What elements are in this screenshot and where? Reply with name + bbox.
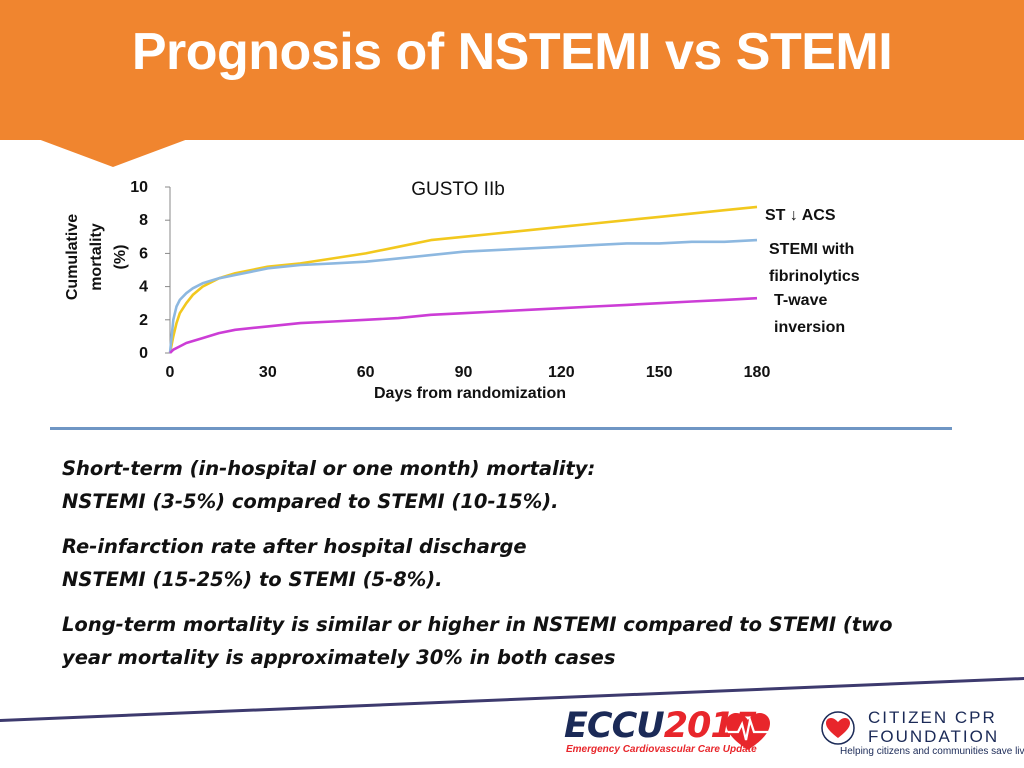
bullet-item: Re-infarction rate after hospital discha… (62, 530, 992, 596)
eccu-logo-main: ECCU (564, 706, 665, 746)
y-tick-label: 0 (139, 345, 148, 362)
x-tick-label: 30 (259, 364, 277, 381)
ccpr-logo-line1: CITIZEN CPR (868, 708, 997, 727)
mortality-chart: 0 2 4 6 8 10 0 30 60 90 120 150 180 GUSTO IIb Days fro… (64, 179, 860, 402)
bullet-line: NSTEMI (15-25%) to STEMI (5-8%). (62, 568, 443, 591)
y-tick-label: 8 (139, 212, 148, 229)
bullet-item: Short-term (in-hospital or one month) mo… (62, 452, 992, 518)
ccpr-logo-line2: FOUNDATION (868, 727, 1000, 746)
bullet-line: NSTEMI (3-5%) compared to STEMI (10-15%)… (62, 490, 559, 513)
y-tick-label: 10 (130, 179, 148, 196)
y-axis-label: (%) (112, 245, 129, 270)
bullet-line: year mortality is approximately 30% in b… (62, 646, 616, 669)
series-label: ST ↓ ACS (765, 207, 836, 224)
x-tick-label: 0 (166, 364, 175, 381)
series-label: STEMI with (769, 241, 854, 258)
x-tick-label: 120 (548, 364, 575, 381)
series-label: T-wave (774, 292, 827, 309)
slide-header: Prognosis of NSTEMI vs STEMI (0, 0, 1024, 140)
x-tick-label: 90 (455, 364, 473, 381)
chart-title: GUSTO IIb (411, 179, 505, 200)
bullet-line: Re-infarction rate after hospital discha… (62, 535, 527, 558)
eccu-logo: ECCU2015 Emergency Cardiovascular Care U… (560, 706, 775, 758)
heart-ecg-icon (726, 713, 770, 750)
header-notch (38, 139, 188, 167)
slide-title: Prognosis of NSTEMI vs STEMI (131, 23, 893, 81)
bullet-line: Long-term mortality is similar or higher… (62, 613, 893, 636)
x-tick-label: 60 (357, 364, 375, 381)
y-tick-label: 4 (139, 279, 148, 296)
series-label: fibrinolytics (769, 268, 860, 285)
y-tick-label: 2 (139, 312, 148, 329)
ccpr-logo-tagline: Helping citizens and communities save li… (840, 746, 1024, 757)
x-tick-label: 180 (744, 364, 771, 381)
footer-divider (0, 677, 1024, 722)
bullet-line: Short-term (in-hospital or one month) mo… (62, 457, 596, 480)
bullet-list: Short-term (in-hospital or one month) mo… (62, 452, 992, 686)
y-axis-label: Cumulative (64, 214, 81, 300)
y-axis-label: mortality (88, 223, 105, 291)
citizen-cpr-logo: CITIZEN CPR FOUNDATION Helping citizens … (818, 708, 1024, 760)
heart-hands-icon (821, 711, 855, 745)
series-line (168, 238, 758, 354)
y-tick-label: 6 (139, 245, 148, 262)
series-label: inversion (774, 319, 845, 336)
bullet-item: Long-term mortality is similar or higher… (62, 608, 992, 674)
eccu-logo-tagline: Emergency Cardiovascular Care Update (566, 744, 757, 755)
x-tick-label: 150 (646, 364, 673, 381)
series-line (168, 205, 758, 354)
series-line (169, 296, 758, 354)
section-divider (50, 427, 952, 430)
x-axis-label: Days from randomization (374, 385, 566, 402)
